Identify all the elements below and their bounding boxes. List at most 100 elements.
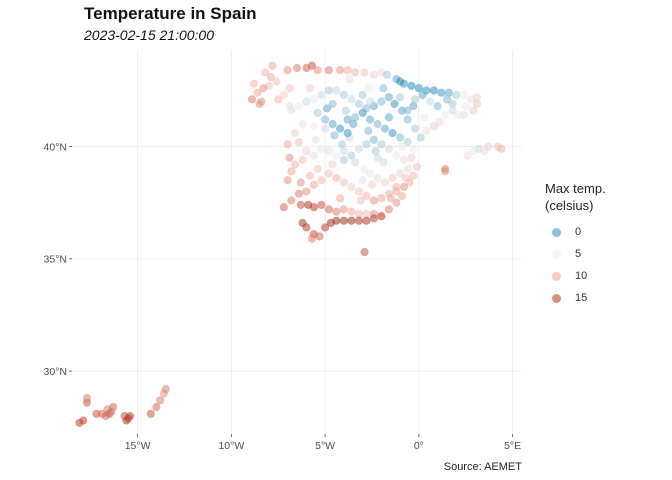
station-point: [309, 122, 319, 131]
station-point: [347, 207, 356, 216]
grid-lines: [72, 50, 522, 434]
station-point: [420, 113, 429, 122]
station-point: [437, 88, 446, 97]
station-point: [358, 90, 367, 99]
station-point: [461, 101, 470, 111]
legend-key: [545, 227, 567, 237]
station-point: [403, 164, 412, 174]
legend-title-line: (celsius): [545, 198, 594, 213]
station-point: [321, 124, 330, 133]
station-point: [274, 95, 283, 104]
station-point: [386, 194, 395, 203]
station-point: [311, 135, 320, 144]
station-point: [332, 216, 341, 225]
station-point: [409, 171, 418, 180]
station-point: [463, 151, 472, 160]
station-point: [381, 124, 390, 133]
station-point: [388, 173, 397, 183]
station-point: [332, 173, 341, 183]
station-point: [285, 84, 294, 93]
station-point: [283, 176, 292, 185]
station-point: [152, 403, 161, 412]
station-point: [255, 99, 264, 108]
station-point: [396, 133, 405, 142]
station-point: [433, 101, 442, 111]
station-point: [324, 147, 334, 156]
station-point: [339, 155, 349, 165]
station-point: [354, 144, 364, 153]
station-point: [124, 414, 133, 423]
legend-label: 5: [575, 248, 582, 260]
station-point: [366, 97, 375, 106]
legend-item: 15: [545, 287, 655, 309]
station-point: [307, 61, 317, 70]
station-point: [347, 216, 356, 225]
station-point: [356, 196, 365, 205]
station-point: [285, 153, 294, 162]
station-point: [298, 119, 307, 129]
station-point: [377, 212, 386, 221]
station-point: [339, 178, 349, 187]
station-point: [82, 394, 92, 403]
station-point: [324, 169, 334, 178]
station-point: [397, 142, 407, 151]
station-point: [360, 68, 369, 77]
station-point: [328, 119, 337, 129]
station-point: [324, 66, 334, 75]
station-point: [313, 66, 322, 75]
chart-subtitle: 2023-02-15 21:00:00: [84, 27, 214, 43]
station-point: [294, 138, 304, 147]
legend-label: 0: [575, 226, 582, 238]
station-point: [317, 144, 326, 153]
station-point: [324, 86, 334, 95]
station-points: [75, 61, 506, 427]
station-point: [324, 205, 334, 214]
legend-title-line: Max temp.: [545, 181, 606, 196]
station-point: [377, 194, 386, 203]
x-tick-label: 15°W: [125, 440, 151, 452]
station-point: [317, 176, 326, 185]
station-point: [259, 84, 268, 93]
chart-title: Temperature in Spain: [84, 4, 257, 23]
station-point: [441, 110, 450, 120]
station-point: [336, 66, 345, 75]
station-point: [411, 95, 420, 104]
station-point: [330, 131, 339, 140]
legend-items: 0 5 10 15: [545, 221, 655, 309]
legend-key: [545, 271, 567, 281]
station-point: [302, 223, 311, 232]
station-point: [382, 70, 392, 79]
y-axis-ticks: 30°N 35°N 40°N: [44, 141, 72, 378]
station-point: [472, 99, 482, 108]
legend: Max temp. (celsius) 0 5 10 15: [545, 180, 655, 309]
station-point: [339, 90, 349, 99]
station-point: [366, 169, 375, 178]
station-point: [107, 407, 116, 416]
station-point: [407, 81, 416, 90]
station-point: [379, 158, 388, 167]
station-point: [397, 191, 407, 201]
y-tick-label: 40°N: [44, 141, 67, 153]
station-point: [101, 411, 110, 421]
station-point: [358, 108, 367, 117]
station-point: [313, 108, 322, 117]
station-point: [306, 84, 315, 93]
station-point: [366, 115, 375, 124]
station-point: [343, 115, 352, 124]
station-point: [367, 180, 377, 189]
station-point: [249, 79, 258, 88]
station-point: [268, 61, 277, 70]
station-point: [341, 106, 350, 115]
station-point: [339, 216, 349, 225]
station-point: [351, 113, 360, 122]
station-point: [369, 70, 379, 79]
y-tick-label: 30°N: [44, 366, 67, 378]
station-point: [279, 90, 289, 99]
station-point: [283, 66, 292, 75]
station-point: [309, 180, 319, 189]
station-point: [384, 93, 394, 102]
legend-swatch: [551, 271, 561, 281]
station-point: [369, 135, 379, 144]
station-point: [292, 63, 302, 73]
